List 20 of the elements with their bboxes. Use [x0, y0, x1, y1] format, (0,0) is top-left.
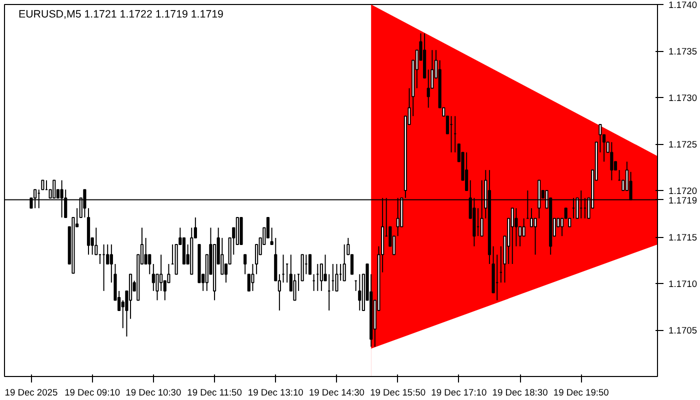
y-tick-label: 1.1705 — [668, 326, 698, 336]
y-tick-label: 1.1725 — [668, 140, 698, 150]
y-tick-label: 1.1720 — [668, 186, 698, 196]
ref-line-label: 1.1719 — [668, 195, 698, 206]
x-tick-label: 19 Dec 13:10 — [248, 388, 304, 398]
y-tick-label: 1.1740 — [668, 0, 698, 10]
y-tick-label: 1.1730 — [668, 93, 698, 103]
x-tick-label: 19 Dec 15:50 — [370, 388, 426, 398]
x-tick-label: 19 Dec 10:30 — [126, 388, 182, 398]
x-tick-label: 19 Dec 19:50 — [553, 388, 609, 398]
x-tick-label: 19 Dec 2025 — [4, 388, 58, 398]
y-tick-label: 1.1710 — [668, 279, 698, 289]
x-tick-label: 19 Dec 17:10 — [431, 388, 487, 398]
chart-title: EURUSD,M5 1.1721 1.1722 1.1719 1.1719 — [18, 8, 224, 20]
x-tick-label: 19 Dec 14:30 — [308, 388, 364, 398]
y-tick-label: 1.1715 — [668, 232, 698, 242]
x-tick-label: 19 Dec 09:10 — [64, 388, 120, 398]
y-tick-label: 1.1735 — [668, 46, 698, 56]
x-tick-label: 19 Dec 11:50 — [187, 388, 242, 398]
x-tick-label: 19 Dec 18:30 — [492, 388, 548, 398]
